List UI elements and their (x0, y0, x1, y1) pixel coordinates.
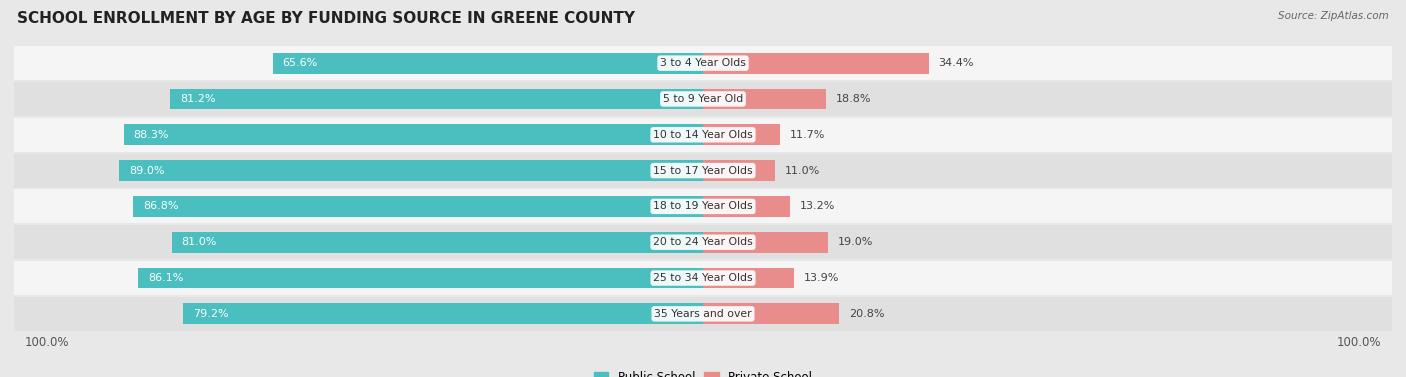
Text: 25 to 34 Year Olds: 25 to 34 Year Olds (654, 273, 752, 283)
Text: 20 to 24 Year Olds: 20 to 24 Year Olds (654, 237, 752, 247)
Text: 81.2%: 81.2% (180, 94, 215, 104)
Bar (134, 196, 703, 217)
Bar (703, 160, 775, 181)
Text: 13.2%: 13.2% (800, 201, 835, 211)
Bar (14, 153, 1392, 188)
Text: 18 to 19 Year Olds: 18 to 19 Year Olds (654, 201, 752, 211)
Bar (170, 89, 703, 109)
Bar (273, 53, 703, 74)
Bar (703, 124, 780, 145)
Text: 5 to 9 Year Old: 5 to 9 Year Old (662, 94, 744, 104)
Text: 35 Years and over: 35 Years and over (654, 309, 752, 319)
Bar (14, 225, 1392, 259)
Text: 34.4%: 34.4% (939, 58, 974, 68)
Text: 88.3%: 88.3% (134, 130, 169, 140)
Text: 19.0%: 19.0% (838, 237, 873, 247)
Bar (14, 46, 1392, 80)
Bar (703, 303, 839, 324)
Text: 13.9%: 13.9% (804, 273, 839, 283)
Bar (14, 118, 1392, 152)
Text: 86.1%: 86.1% (148, 273, 183, 283)
Bar (703, 196, 790, 217)
Text: 81.0%: 81.0% (181, 237, 217, 247)
Text: 20.8%: 20.8% (849, 309, 884, 319)
Text: 11.0%: 11.0% (785, 166, 820, 176)
Text: 3 to 4 Year Olds: 3 to 4 Year Olds (659, 58, 747, 68)
Legend: Public School, Private School: Public School, Private School (589, 366, 817, 377)
Bar (703, 232, 828, 253)
Text: 18.8%: 18.8% (837, 94, 872, 104)
Text: 11.7%: 11.7% (790, 130, 825, 140)
Bar (172, 232, 703, 253)
Bar (703, 268, 794, 288)
Text: Source: ZipAtlas.com: Source: ZipAtlas.com (1278, 11, 1389, 21)
Bar (124, 124, 703, 145)
Text: 79.2%: 79.2% (193, 309, 229, 319)
Bar (14, 297, 1392, 331)
Bar (120, 160, 703, 181)
Text: 86.8%: 86.8% (143, 201, 179, 211)
Text: 15 to 17 Year Olds: 15 to 17 Year Olds (654, 166, 752, 176)
Bar (703, 89, 827, 109)
Bar (14, 189, 1392, 224)
Bar (183, 303, 703, 324)
Text: 65.6%: 65.6% (283, 58, 318, 68)
Bar (14, 261, 1392, 295)
Bar (138, 268, 703, 288)
Bar (14, 82, 1392, 116)
Text: 10 to 14 Year Olds: 10 to 14 Year Olds (654, 130, 752, 140)
Bar (703, 53, 929, 74)
Text: 89.0%: 89.0% (129, 166, 165, 176)
Text: SCHOOL ENROLLMENT BY AGE BY FUNDING SOURCE IN GREENE COUNTY: SCHOOL ENROLLMENT BY AGE BY FUNDING SOUR… (17, 11, 636, 26)
